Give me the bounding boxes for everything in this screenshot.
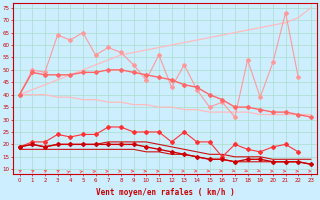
X-axis label: Vent moyen/en rafales ( km/h ): Vent moyen/en rafales ( km/h ) [96, 188, 235, 197]
